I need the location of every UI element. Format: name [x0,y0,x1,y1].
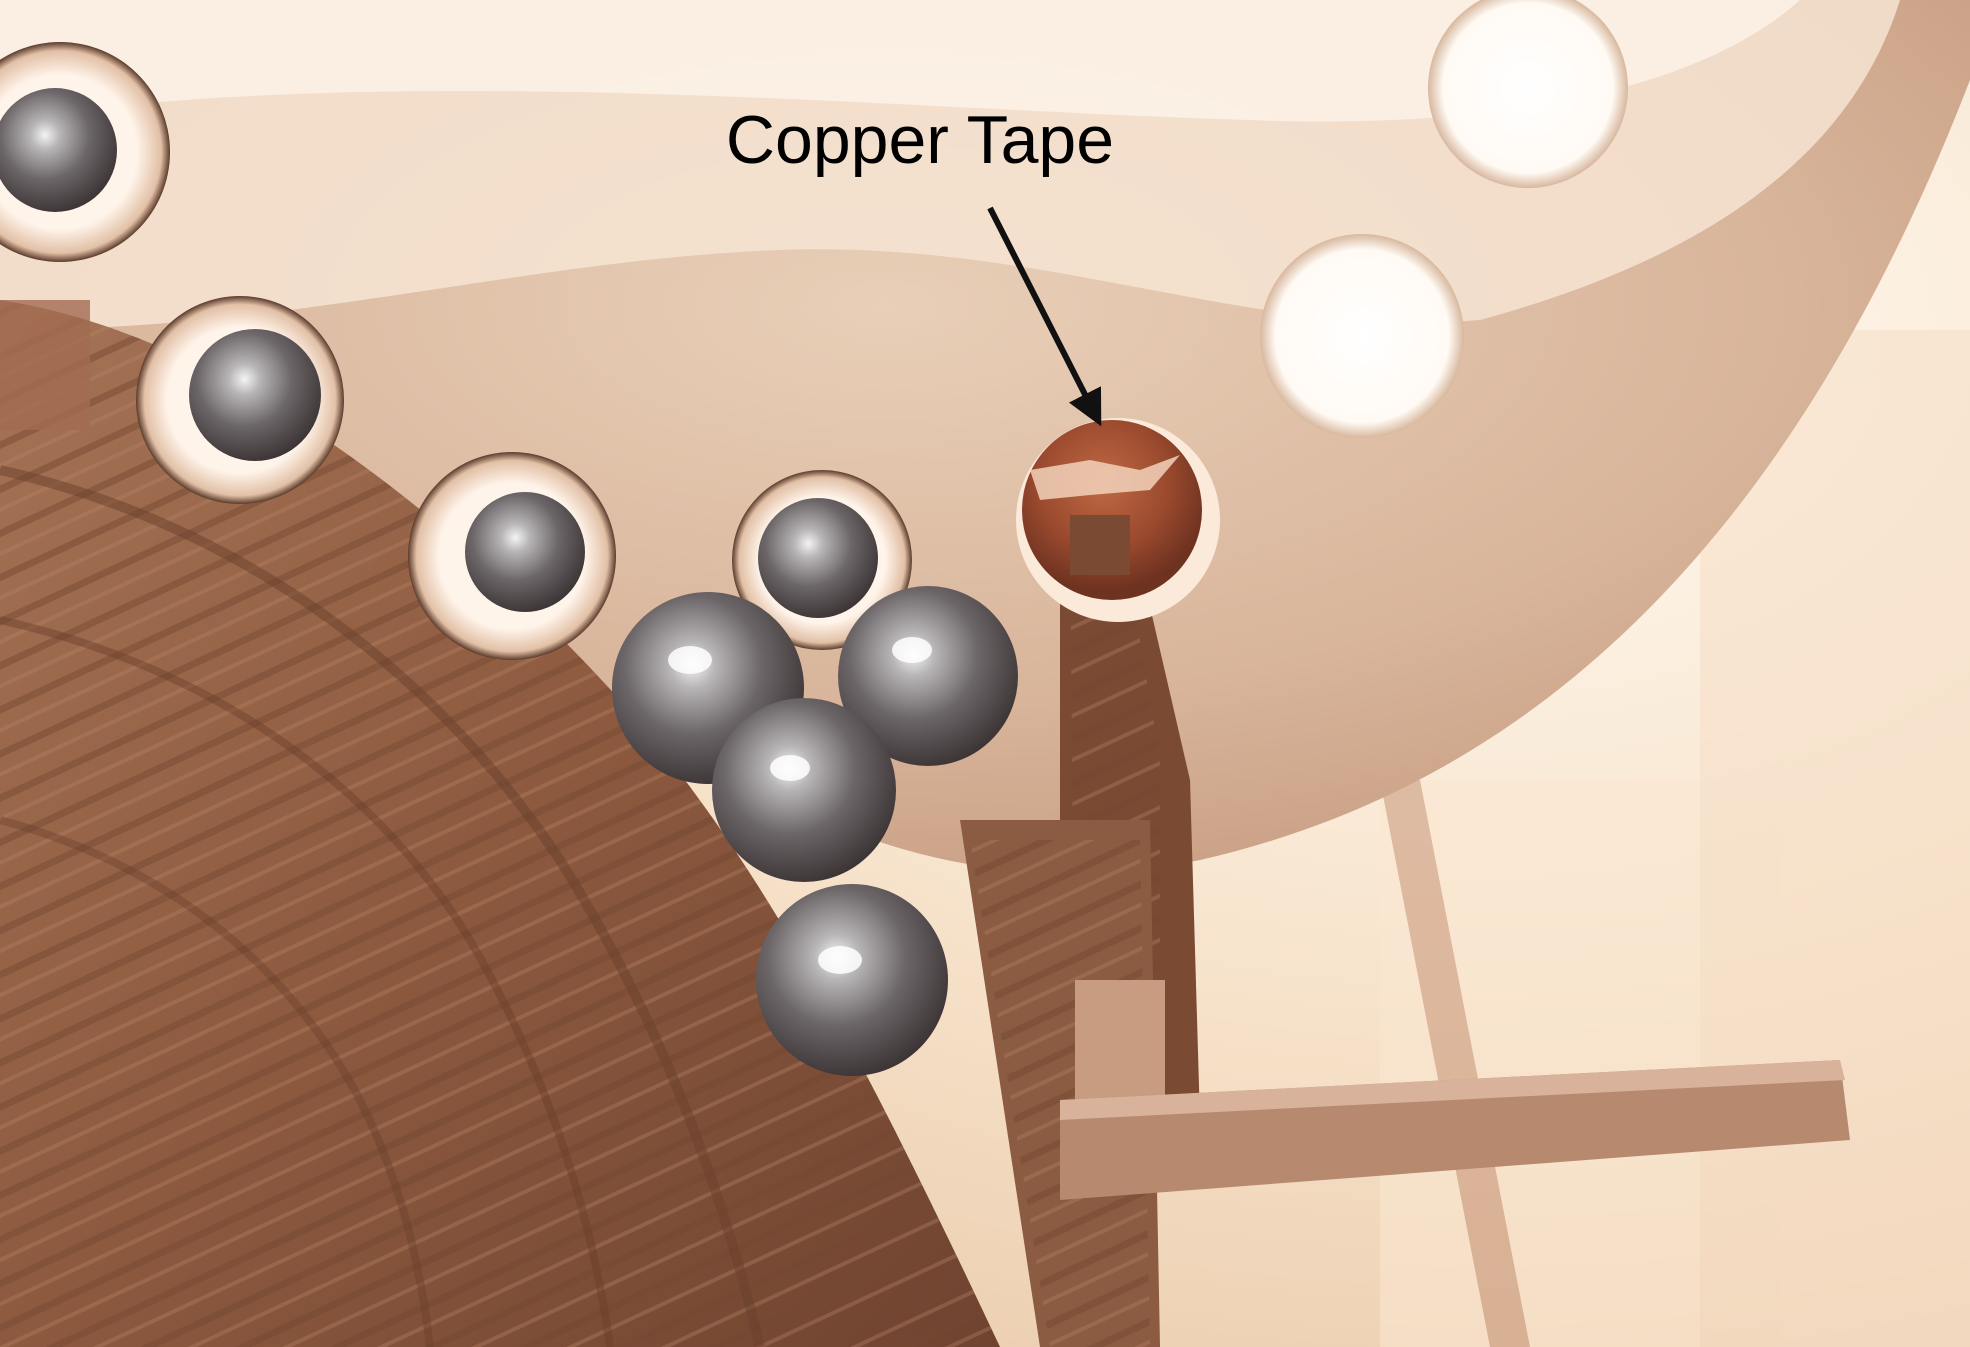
white-dot [1428,0,1628,188]
ball-in-hole [408,452,616,660]
ball-in-hole [732,470,912,650]
copper-tape-label: Copper Tape [725,102,1115,178]
annotation-arrow [987,206,1102,427]
wooden-post [960,520,1200,1347]
copper-tape-contact [1016,418,1220,622]
ball-in-hole [0,42,170,262]
wooden-block [0,300,90,430]
background-frame [1380,57,1970,1347]
white-dot [1260,234,1464,438]
steel-ball-cluster [612,586,1018,1076]
ball-in-hole [136,296,344,504]
